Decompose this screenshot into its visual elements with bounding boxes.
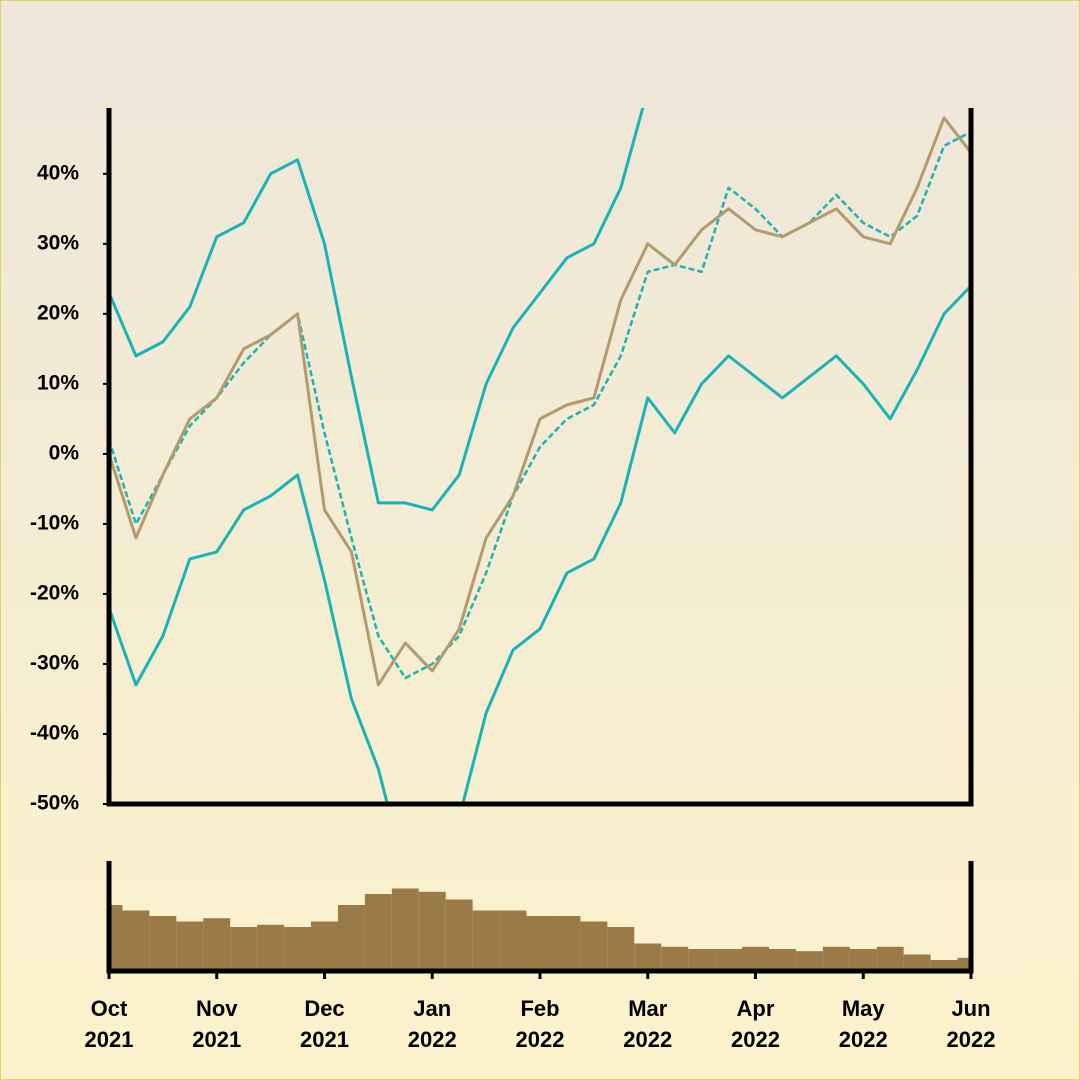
volume-bar [715, 949, 743, 971]
volume-bar [149, 916, 177, 971]
y-tick-label: 20% [37, 301, 79, 324]
x-tick-label: Oct 2021 [84, 996, 134, 1052]
volume-bar [418, 891, 446, 971]
series-line [109, 284, 971, 804]
series-line [109, 108, 645, 512]
y-tick-label: -50% [30, 792, 79, 815]
volume-bar [849, 949, 877, 971]
volume-bar [230, 927, 258, 971]
x-tick-label: May 2022 [838, 996, 888, 1052]
x-tick-label: Nov 2021 [192, 996, 242, 1052]
volume-bar [257, 924, 285, 971]
volume-bar [472, 910, 500, 971]
series-line [109, 130, 971, 680]
y-tick-label: 30% [37, 231, 79, 254]
volume-bar [122, 910, 150, 971]
volume-bar [957, 957, 971, 971]
volume-bar [176, 921, 204, 971]
volume-bar [526, 916, 554, 971]
volume-bar [822, 946, 850, 971]
volume-bar [742, 946, 769, 971]
volume-bar [930, 960, 958, 971]
volume-bar [580, 921, 608, 971]
volume-bar [607, 927, 635, 971]
volume-bar [364, 894, 392, 971]
y-tick-label: 40% [37, 161, 79, 184]
volume-bar [109, 905, 123, 971]
volume-bar [553, 916, 581, 971]
x-tick-label: Dec 2021 [300, 996, 349, 1052]
volume-bar [768, 949, 796, 971]
series-line [109, 116, 971, 687]
volume-bar [311, 921, 338, 971]
y-tick-label: -20% [30, 581, 79, 604]
y-tick-label: 10% [37, 371, 79, 394]
y-tick-label: -40% [30, 722, 79, 745]
volume-bar [499, 910, 527, 971]
volume-frame [106, 861, 974, 974]
x-tick-label: Jun 2022 [946, 996, 996, 1052]
volume-bar [688, 949, 716, 971]
y-tick-label: -30% [30, 652, 79, 675]
volume-bar [903, 954, 931, 971]
volume-bar [661, 946, 689, 971]
volume-bar [634, 943, 662, 971]
axis-frame [106, 108, 974, 807]
volume-bar [391, 888, 419, 971]
y-tick-label: 0% [49, 441, 80, 464]
volume-bar [203, 918, 231, 971]
x-tick-label: Apr 2022 [731, 996, 780, 1052]
volume-bar [876, 946, 904, 971]
x-tick-label: Mar 2022 [623, 996, 673, 1052]
volume-bar [795, 951, 823, 971]
y-tick-label: -10% [30, 511, 79, 534]
x-tick-label: Feb 2022 [515, 996, 565, 1052]
volume-bar [445, 899, 473, 971]
volume-bar [337, 905, 365, 971]
volume-bar [284, 927, 312, 971]
x-tick-label: Jan 2022 [407, 996, 457, 1052]
